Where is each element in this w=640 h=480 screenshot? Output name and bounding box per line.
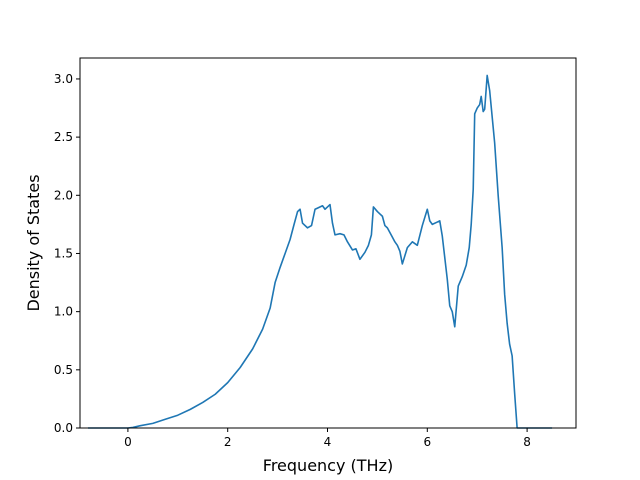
- axis-ticks: 0 2 4 6 8 0.0 0.5 1.0 1.5 2.0 2.5 3.0: [54, 72, 531, 449]
- y-tick-label: 2.0: [54, 188, 73, 202]
- x-tick-label: 2: [224, 435, 232, 449]
- x-tick-label: 0: [124, 435, 132, 449]
- y-axis-label: Density of States: [24, 174, 43, 311]
- plot-area: [87, 74, 553, 429]
- y-tick-label: 2.5: [54, 130, 73, 144]
- y-tick-label: 1.5: [54, 246, 73, 260]
- y-tick-label: 0.0: [54, 421, 73, 435]
- x-tick-label: 6: [423, 435, 431, 449]
- x-tick-label: 4: [324, 435, 332, 449]
- x-tick-label: 8: [523, 435, 531, 449]
- axes-frame: [79, 57, 577, 429]
- y-tick-label: 3.0: [54, 72, 73, 86]
- x-axis-label: Frequency (THz): [263, 456, 393, 475]
- dos-series-line-0: [87, 74, 553, 429]
- y-tick-label: 0.5: [54, 363, 73, 377]
- y-tick-label: 1.0: [54, 305, 73, 319]
